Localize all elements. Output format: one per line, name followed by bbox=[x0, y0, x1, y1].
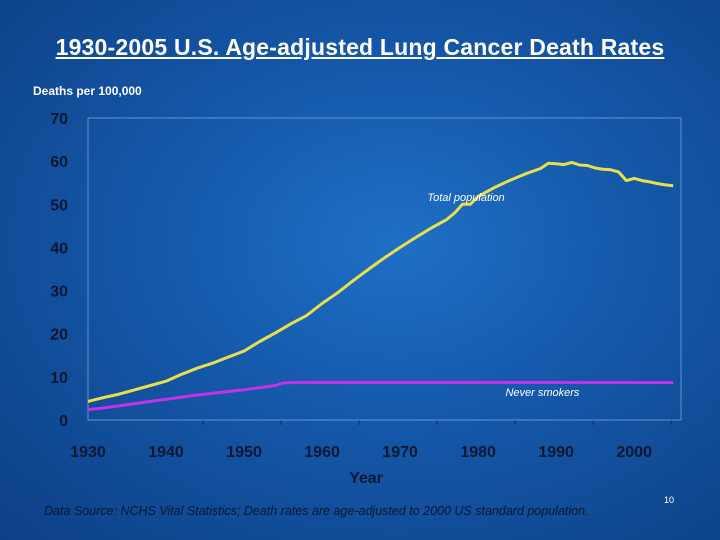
data-source-footnote: Data Source: NCHS Vital Statistics; Deat… bbox=[44, 504, 589, 518]
series-line-total-population bbox=[87, 160, 674, 403]
slide-title: 1930-2005 U.S. Age-adjusted Lung Cancer … bbox=[55, 34, 665, 60]
y-axis-label: Deaths per 100,000 bbox=[33, 84, 142, 98]
x-tick-label: 1940 bbox=[148, 444, 184, 461]
y-tick-label: 20 bbox=[50, 327, 68, 344]
y-tick-label: 50 bbox=[50, 197, 68, 214]
x-tick-label: 1950 bbox=[226, 444, 262, 461]
series-annotation: Total population bbox=[427, 192, 504, 204]
y-tick-label: 30 bbox=[50, 284, 68, 301]
y-tick-label: 40 bbox=[50, 240, 68, 257]
slide-number: 10 bbox=[664, 495, 675, 505]
x-tick-label: 2000 bbox=[616, 444, 652, 461]
series-layer: Total population Never smokers bbox=[87, 160, 674, 412]
x-axis-title: Year bbox=[349, 470, 383, 487]
y-tick-label: 60 bbox=[50, 154, 68, 171]
y-axis: 0 10 20 30 40 50 60 70 bbox=[50, 111, 68, 430]
series-annotation: Never smokers bbox=[505, 387, 579, 399]
x-tick-label: 1990 bbox=[538, 444, 574, 461]
x-axis: 1930 1940 1950 1960 1970 1980 1990 2000 bbox=[70, 420, 672, 461]
y-tick-label: 0 bbox=[59, 413, 68, 430]
y-tick-label: 70 bbox=[50, 111, 68, 128]
x-tick-label: 1980 bbox=[460, 444, 496, 461]
x-tick-label: 1930 bbox=[70, 444, 106, 461]
x-tick-label: 1970 bbox=[382, 444, 418, 461]
plot-area bbox=[87, 117, 682, 421]
series-line-never-smokers bbox=[87, 381, 674, 412]
y-tick-label: 10 bbox=[50, 370, 68, 387]
x-tick-label: 1960 bbox=[304, 444, 340, 461]
